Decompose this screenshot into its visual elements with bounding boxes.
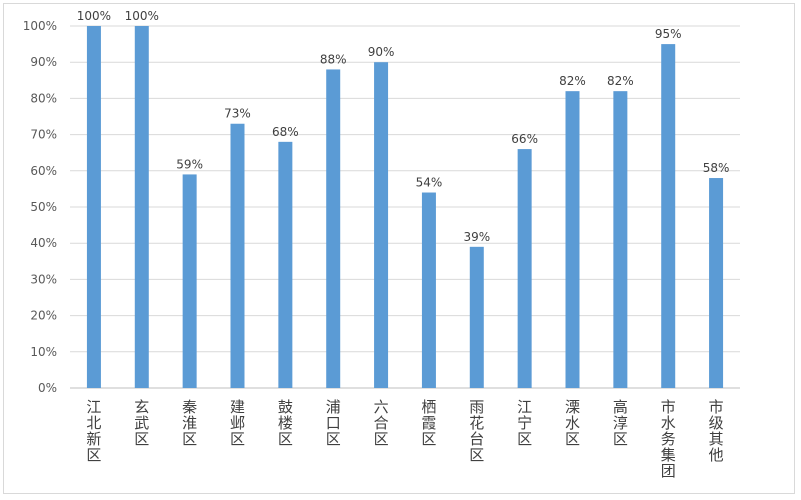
bar (565, 91, 580, 388)
data-label: 54% (416, 176, 443, 190)
y-tick-label: 30% (30, 272, 57, 286)
x-tick-label: 溧水区 (565, 398, 580, 448)
data-label: 73% (224, 107, 251, 121)
bar (517, 149, 532, 388)
data-label: 100% (77, 9, 111, 23)
data-label: 68% (272, 125, 299, 139)
bar (182, 174, 197, 388)
data-label: 66% (511, 132, 538, 146)
bar (86, 26, 101, 388)
bars (86, 26, 724, 389)
x-tick-label: 鼓楼区 (278, 398, 293, 448)
data-labels: 100% 100% 59% 73% 68% 88% 90% 54% 39% 66% 82% 82% 95… (77, 9, 730, 244)
data-label: 90% (368, 45, 395, 59)
x-tick-label: 雨花台区 (469, 398, 484, 464)
bar (469, 246, 484, 388)
x-tick-label: 栖霞区 (421, 398, 436, 448)
data-label: 95% (655, 27, 682, 41)
x-tick-label: 江宁区 (517, 398, 532, 448)
data-label: 82% (559, 74, 586, 88)
y-axis-ticks: 0% 10% 20% 30% 40% 50% 60% 70% 80% 90% 100% (23, 19, 57, 395)
y-tick-label: 100% (23, 19, 57, 33)
x-tick-label: 市级其他 (709, 398, 724, 464)
x-tick-label: 江北新区 (86, 398, 101, 464)
bar (326, 69, 341, 388)
bar (134, 26, 149, 388)
data-label: 88% (320, 52, 347, 66)
y-tick-label: 50% (30, 200, 57, 214)
x-tick-label: 秦淮区 (182, 398, 197, 448)
y-tick-label: 0% (38, 381, 57, 395)
bar (709, 178, 724, 388)
y-tick-label: 40% (30, 236, 57, 250)
x-tick-label: 六合区 (374, 398, 389, 448)
data-label: 82% (607, 74, 634, 88)
bar (421, 192, 436, 388)
data-label: 100% (125, 9, 159, 23)
x-axis-ticks: 江北新区 玄武区 秦淮区 建邺区 鼓楼区 浦口区 六合区 栖霞区 雨花台区 江宁区 溧水区 高淳区 市水… (86, 398, 723, 480)
x-tick-label: 玄武区 (134, 398, 149, 448)
data-label: 39% (463, 230, 490, 244)
y-tick-label: 20% (30, 309, 57, 323)
bar (278, 141, 293, 388)
y-tick-label: 60% (30, 164, 57, 178)
x-tick-label: 建邺区 (230, 398, 245, 448)
bar (661, 44, 676, 388)
gridlines (70, 25, 740, 389)
bar (230, 123, 245, 389)
y-tick-label: 90% (30, 55, 57, 69)
data-label: 58% (703, 161, 730, 175)
bar (374, 62, 389, 388)
bar (613, 91, 628, 388)
data-label: 59% (176, 157, 203, 171)
y-tick-label: 10% (30, 345, 57, 359)
x-tick-label: 市水务集团 (661, 398, 676, 480)
x-tick-label: 高淳区 (613, 398, 628, 448)
x-tick-label: 浦口区 (326, 398, 341, 448)
y-tick-label: 70% (30, 128, 57, 142)
y-tick-label: 80% (30, 91, 57, 105)
